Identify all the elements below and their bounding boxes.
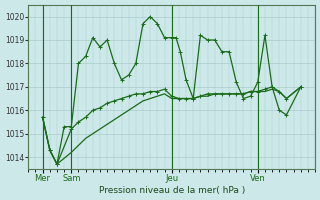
X-axis label: Pression niveau de la mer( hPa ): Pression niveau de la mer( hPa ) [99,186,245,195]
